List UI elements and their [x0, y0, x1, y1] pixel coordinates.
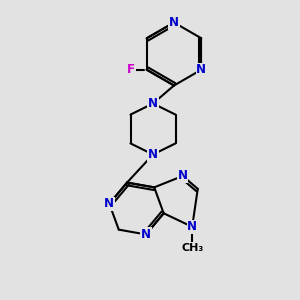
Text: N: N	[187, 220, 197, 233]
Text: N: N	[141, 228, 151, 241]
Text: N: N	[178, 169, 188, 182]
Text: N: N	[169, 16, 179, 29]
Text: CH₃: CH₃	[181, 243, 203, 253]
Text: N: N	[148, 148, 158, 161]
Text: N: N	[104, 197, 114, 210]
Text: F: F	[127, 63, 135, 76]
Text: N: N	[196, 63, 206, 76]
Text: N: N	[148, 97, 158, 110]
